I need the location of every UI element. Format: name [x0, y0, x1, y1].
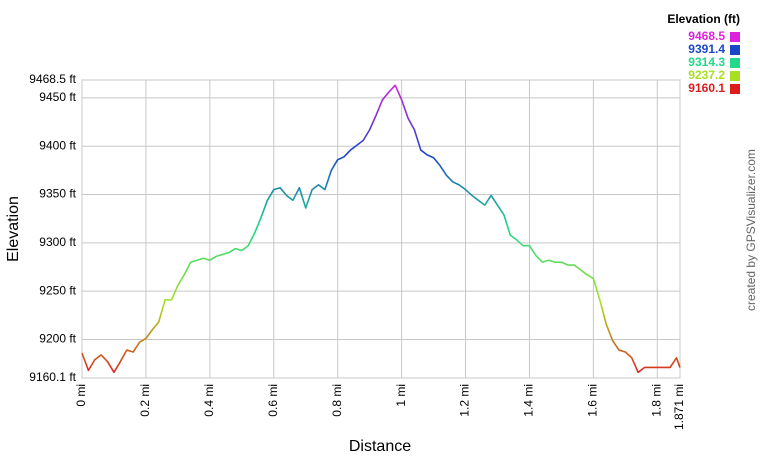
legend-swatch — [730, 58, 740, 68]
y-tick-label: 9450 ft — [39, 90, 76, 104]
credit: created by GPSVisualizer.com — [744, 149, 758, 311]
x-tick-label: 1.6 mi — [586, 384, 600, 417]
x-tick-label: 1 mi — [394, 384, 408, 407]
legend-swatch — [730, 32, 740, 42]
x-tick-label: 0.4 mi — [202, 384, 216, 417]
legend-swatch — [730, 45, 740, 55]
x-tick-label: 0.8 mi — [330, 384, 344, 417]
x-tick-label: 0.6 mi — [266, 384, 280, 417]
x-tick-label: 0 mi — [74, 384, 88, 407]
y-axis-title: Elevation — [5, 196, 22, 262]
legend-label: 9314.3 — [688, 55, 725, 69]
elevation-line — [81, 84, 681, 374]
y-tick-label: 9160.1 ft — [29, 370, 76, 384]
y-tick-label: 9400 ft — [39, 138, 76, 152]
legend-swatch — [730, 71, 740, 81]
y-tick-label: 9200 ft — [39, 332, 76, 346]
x-tick-label: 0.2 mi — [138, 384, 152, 417]
y-tick-label: 9468.5 ft — [29, 72, 76, 86]
x-tick-label: 1.4 mi — [522, 384, 536, 417]
legend-label: 9391.4 — [688, 42, 725, 56]
legend-title: Elevation (ft) — [667, 12, 740, 26]
y-tick-label: 9250 ft — [39, 283, 76, 297]
legend-label: 9468.5 — [688, 29, 725, 43]
legend-swatch — [730, 84, 740, 94]
legend-label: 9160.1 — [688, 81, 725, 95]
y-tick-label: 9350 ft — [39, 187, 76, 201]
plot-frame — [81, 79, 681, 379]
x-tick-label: 1.871 mi — [672, 384, 686, 430]
y-tick-label: 9300 ft — [39, 235, 76, 249]
x-axis-title: Distance — [349, 438, 411, 455]
legend-label: 9237.2 — [688, 68, 725, 82]
x-tick-label: 1.8 mi — [649, 384, 663, 417]
x-tick-label: 1.2 mi — [458, 384, 472, 417]
